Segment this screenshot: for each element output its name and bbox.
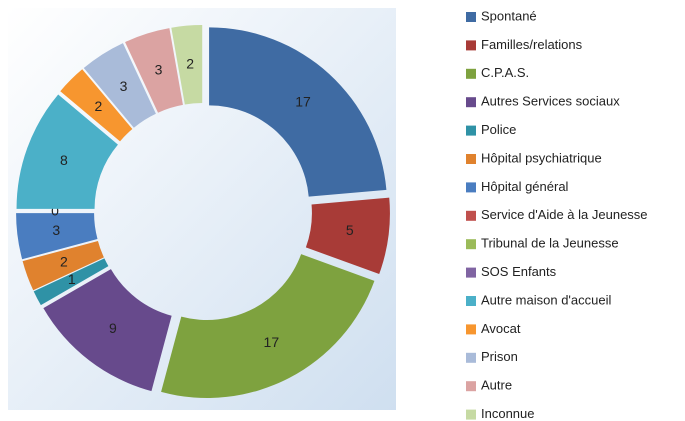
legend-label: SOS Enfants xyxy=(481,264,557,279)
data-label: 2 xyxy=(186,55,194,71)
legend-swatch xyxy=(466,12,476,22)
data-label: 3 xyxy=(120,78,128,94)
legend-label: Autre xyxy=(481,378,512,393)
data-label: 17 xyxy=(264,334,280,350)
data-label: 8 xyxy=(60,152,68,168)
legend-swatch xyxy=(466,381,476,392)
legend-swatch xyxy=(466,154,476,164)
legend-swatch xyxy=(466,296,476,306)
data-label: 9 xyxy=(109,320,117,336)
data-label: 5 xyxy=(346,222,354,238)
data-label: 3 xyxy=(52,222,60,238)
legend-label: Familles/relations xyxy=(481,37,583,52)
legend-label: Avocat xyxy=(481,321,521,336)
donut-slice xyxy=(60,69,133,142)
legend-swatch xyxy=(466,68,476,79)
donut-slice xyxy=(171,25,203,105)
legend-swatch xyxy=(466,97,476,108)
data-label: 0 xyxy=(51,203,59,219)
donut-slice xyxy=(161,254,375,398)
legend-label: Hôpital psychiatrique xyxy=(481,150,602,165)
donut-slice xyxy=(16,94,118,209)
legend-label: C.P.A.S. xyxy=(481,65,529,80)
legend-swatch xyxy=(466,409,476,420)
legend-swatch xyxy=(466,125,476,136)
donut-slice xyxy=(22,240,104,291)
legend-swatch xyxy=(466,267,476,278)
donut-slice xyxy=(33,258,109,306)
donut-slice xyxy=(209,27,387,197)
legend-swatch xyxy=(466,352,476,363)
legend-label: Tribunal de la Jeunesse xyxy=(481,236,619,251)
data-label: 1 xyxy=(68,271,76,287)
donut-slice xyxy=(16,213,98,260)
donut-slice xyxy=(83,43,156,128)
legend-label: Hôpital général xyxy=(481,179,569,194)
donut-slice xyxy=(125,28,183,113)
data-label: 3 xyxy=(155,62,163,78)
legend-swatch xyxy=(466,210,476,221)
legend-swatch xyxy=(466,40,476,51)
legend-label: Inconnue xyxy=(481,406,535,421)
legend-swatch xyxy=(466,324,476,335)
data-label: 17 xyxy=(295,94,311,110)
legend-label: Police xyxy=(481,122,516,137)
donut-slice xyxy=(305,197,390,275)
data-label: 2 xyxy=(94,98,102,114)
legend-label: Autre maison d'accueil xyxy=(481,292,611,307)
legend-label: Prison xyxy=(481,349,518,364)
donut-slice xyxy=(43,269,172,392)
legend-label: Autres Services sociaux xyxy=(481,94,620,109)
legend-swatch xyxy=(466,182,476,193)
legend-label: Service d'Aide à la Jeunesse xyxy=(481,207,648,222)
legend-label: Spontané xyxy=(481,8,537,23)
data-label: 2 xyxy=(60,253,68,269)
legend-swatch xyxy=(466,239,476,250)
